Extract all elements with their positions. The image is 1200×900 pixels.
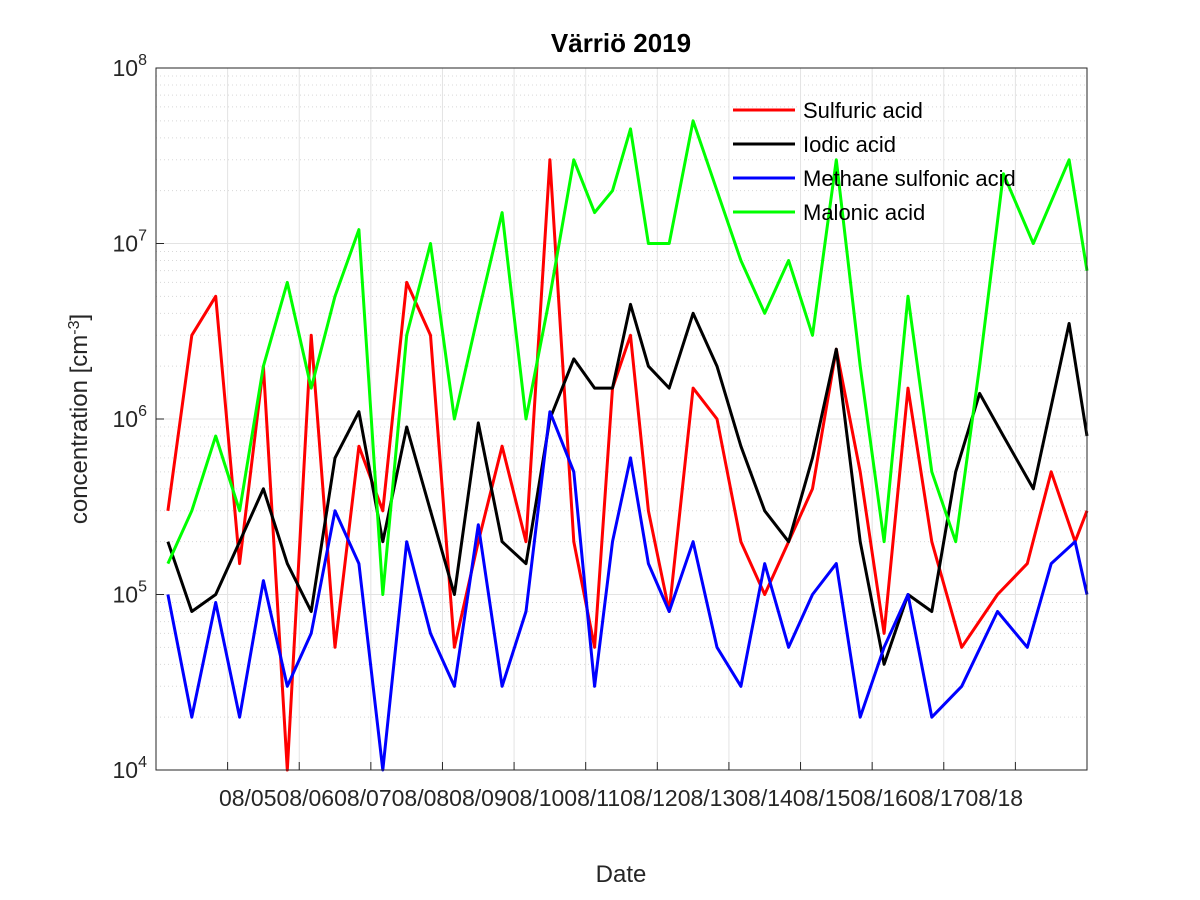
y-tick-base: 10 xyxy=(113,231,139,257)
y-tick-label: 106 xyxy=(113,403,148,432)
y-tick-base: 10 xyxy=(113,582,139,608)
x-axis-label: Date xyxy=(596,861,647,888)
series-line-malonic-acid xyxy=(166,119,1089,596)
legend: Sulfuric acid Iodic acid Methane sulfonic … xyxy=(733,98,1016,225)
y-tick-exp: 8 xyxy=(138,52,147,69)
x-tick-labels: 08/0508/0608/0708/0808/0908/1008/1108/12… xyxy=(219,785,1023,811)
series-lines xyxy=(166,119,1089,772)
chart-title: Värriö 2019 xyxy=(551,28,691,58)
y-tick-exp: 6 xyxy=(138,403,147,420)
legend-label: Iodic acid xyxy=(803,132,896,157)
y-tick-base: 10 xyxy=(113,406,139,432)
series-line-sulfuric-acid xyxy=(166,158,1089,772)
y-tick-label: 104 xyxy=(113,754,148,783)
series-line-iodic-acid xyxy=(166,302,1089,666)
y-tick-exp: 5 xyxy=(138,579,147,596)
y-tick-label: 108 xyxy=(113,52,148,81)
y-tick-exp: 4 xyxy=(138,754,147,771)
y-axis-label: concentration [cm-3] xyxy=(66,314,94,524)
y-tick-label: 107 xyxy=(113,228,148,257)
y-tick-base: 10 xyxy=(113,757,139,783)
y-tick-exp: 7 xyxy=(138,228,147,245)
y-axis-label-main: concentration [cm xyxy=(66,335,93,524)
y-axis-label-exp: -3 xyxy=(66,320,83,334)
y-tick-base: 10 xyxy=(113,55,139,81)
legend-label: Malonic acid xyxy=(803,200,925,225)
legend-label: Sulfuric acid xyxy=(803,98,923,123)
y-axis-label-tail: ] xyxy=(66,314,93,321)
series-line-methane-sulfonic-acid xyxy=(166,410,1089,772)
legend-label: Methane sulfonic acid xyxy=(803,166,1016,191)
y-tick-label: 105 xyxy=(113,579,148,608)
